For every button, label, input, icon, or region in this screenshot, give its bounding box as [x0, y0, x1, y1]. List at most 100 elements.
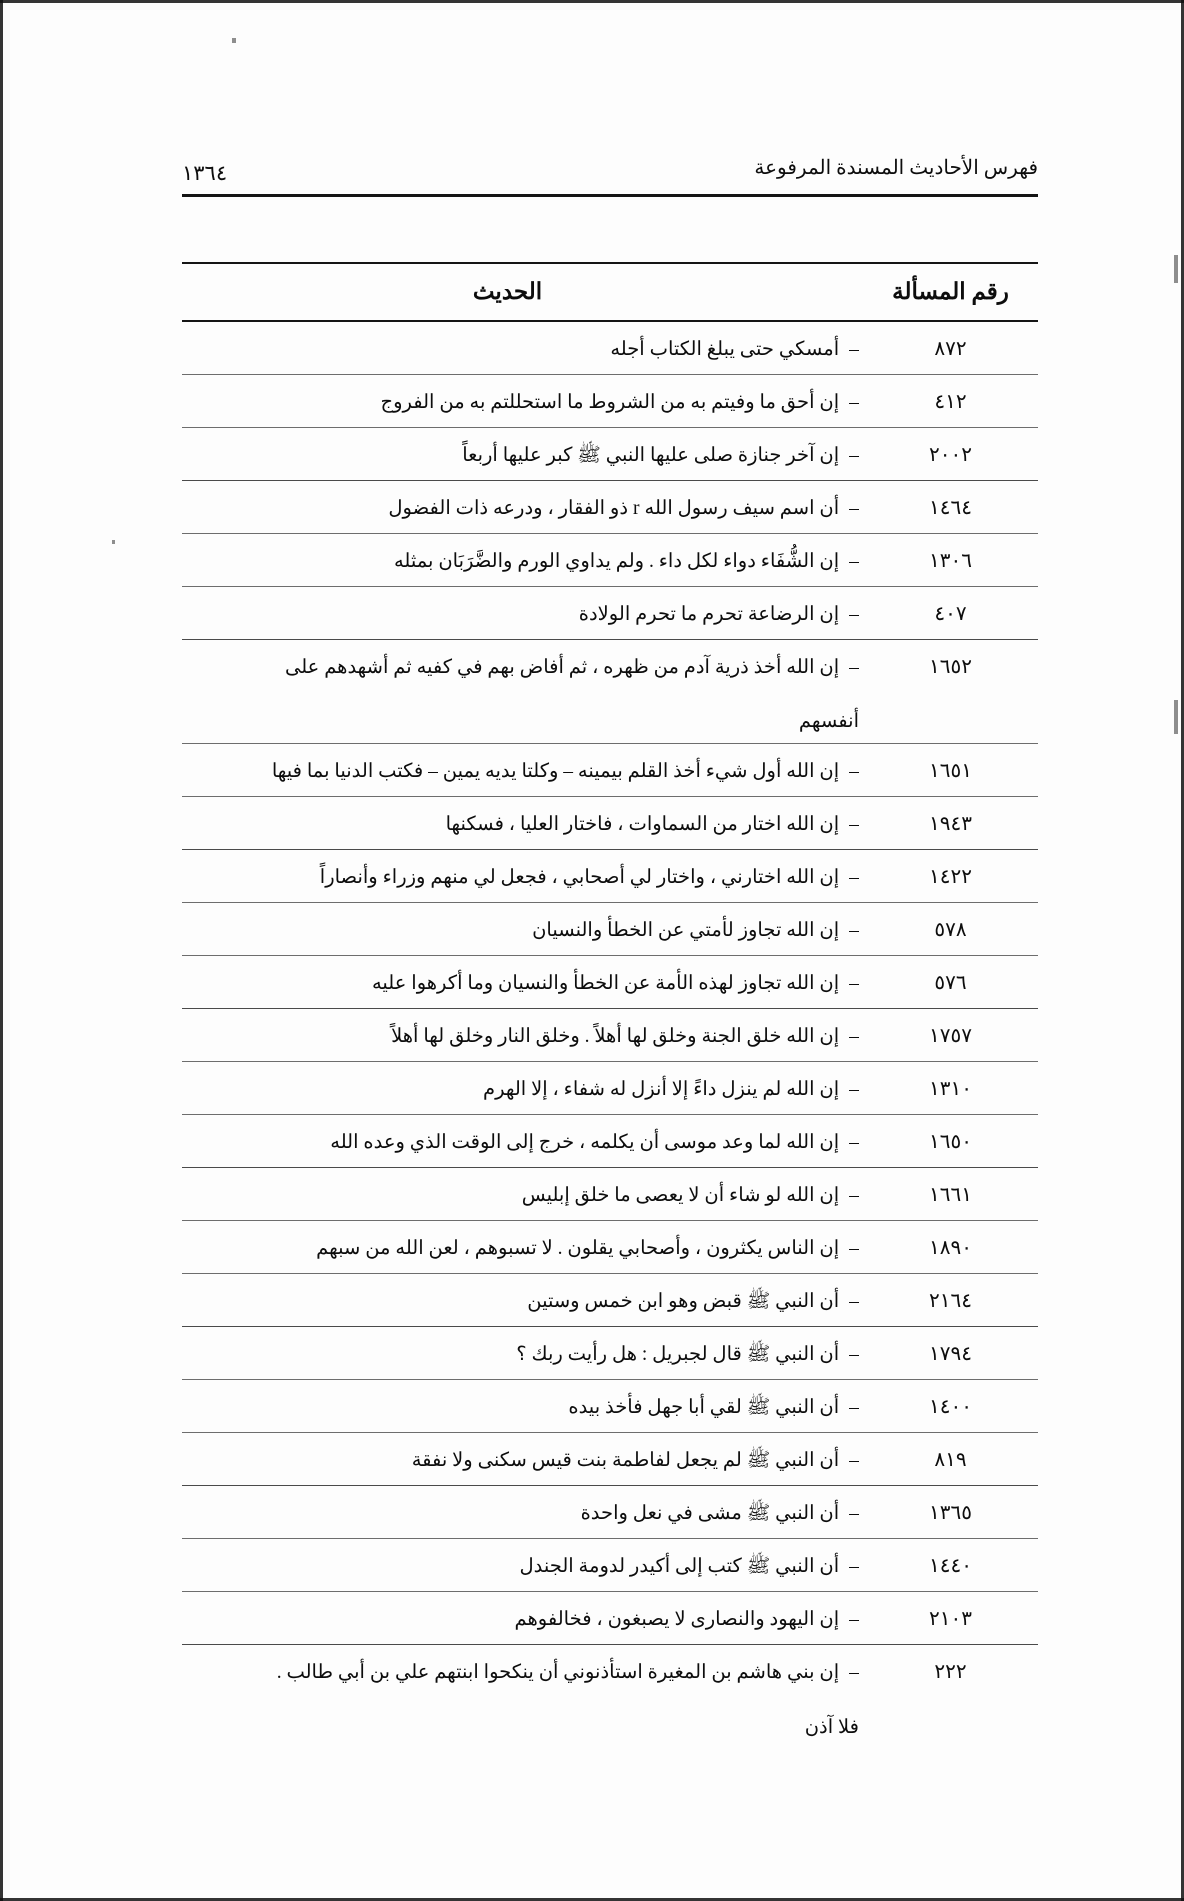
row-separator: [182, 1432, 1038, 1434]
cell-question-number: ١٦٦١: [929, 1184, 972, 1207]
row-separator: [182, 902, 1038, 904]
running-head: ١٣٦٤ فهرس الأحاديث المسندة المرفوعة: [182, 155, 1038, 189]
hadith-text: أن النبي ﷺ لم يجعل لفاطمة بنت قيس سكنى و…: [411, 1450, 840, 1472]
entry-dash-icon: –: [849, 1026, 859, 1048]
row-separator: [182, 1538, 1038, 1540]
row-separator: [182, 533, 1038, 534]
cell-question-number: ١٦٥١: [929, 760, 972, 783]
cell-hadith-text: –أن النبي ﷺ كتب إلى أكيدر لدومة الجندل: [182, 1539, 863, 1582]
row-separator: [182, 427, 1038, 428]
cell-hadith-text: –إن آخر جنازة صلى عليها النبي ﷺ كبر عليه…: [182, 428, 863, 471]
hadith-text: إن بني هاشم بن المغيرة استأذنوني أن ينكح…: [276, 1662, 840, 1684]
page-number: ١٣٦٤: [182, 161, 228, 185]
cell-hadith-text: –إن الله تجاوز لهذه الأمة عن الخطأ والنس…: [182, 956, 863, 999]
cell-question-number: ٤١٢: [934, 391, 967, 413]
entry-dash-icon: –: [849, 1079, 859, 1101]
hadith-text-continuation: فلا آذن: [804, 1716, 859, 1738]
cell-hadith-text: –إن الناس يكثرون ، وأصحابي يقلون . لا تس…: [182, 1221, 863, 1264]
cell-question-number: ١٩٤٣: [929, 813, 972, 836]
hadith-text: إن الله لو شاء أن لا يعصى ما خلق إبليس: [521, 1185, 840, 1207]
cell-question-number: ٨٧٢: [934, 338, 967, 360]
cell-question-number: ١٤٦٤: [929, 497, 972, 519]
scan-speck: [232, 38, 236, 43]
table-row: ٨١٩ –أن النبي ﷺ لم يجعل لفاطمة بنت قيس سك…: [182, 1433, 1038, 1485]
hadith-text: أن النبي ﷺ لقي أبا جهل فأخذ بيده: [568, 1397, 840, 1419]
row-separator: [182, 1220, 1038, 1222]
cell-question-number: ١٧٥٧: [929, 1025, 972, 1048]
cell-hadith-text: –إن اليهود والنصارى لا يصبغون ، فخالفوهم: [182, 1592, 863, 1635]
cell-hadith-text: –إن الله أخذ ذرية آدم من ظهره ، ثم أفاض …: [182, 640, 863, 743]
hadith-text: إن الناس يكثرون ، وأصحابي يقلون . لا تسب…: [316, 1238, 840, 1260]
cell-hadith-text: –أن النبي ﷺ لقي أبا جهل فأخذ بيده: [182, 1380, 863, 1423]
row-separator: [182, 480, 1038, 481]
table-row: ١٧٩٤ –أن النبي ﷺ قال لجبريل : هل رأيت ربك…: [182, 1327, 1038, 1379]
entry-dash-icon: –: [849, 604, 859, 625]
entry-dash-icon: –: [849, 761, 859, 783]
table-row: ١٤٢٢ –إن الله اختارني ، واختار لي أصحابي …: [182, 850, 1038, 902]
hadith-index-table: رقم المسألة الحديث ٨٧٢ –أمسكي حتى يبلغ ال…: [182, 262, 1038, 1749]
row-separator: [182, 1379, 1038, 1381]
cell-question-number: ٢٢٢: [934, 1661, 967, 1684]
cell-question-number: ٨١٩: [934, 1449, 967, 1472]
entry-dash-icon: –: [849, 339, 859, 360]
table-row: ١٣٦٥ –أن النبي ﷺ مشى في نعل واحدة: [182, 1486, 1038, 1538]
table-row: ٤١٢ –إن أحق ما وفيتم به من الشروط ما استح…: [182, 375, 1038, 427]
cell-question-number: ٤٠٧: [934, 603, 967, 625]
page-title: فهرس الأحاديث المسندة المرفوعة: [754, 157, 1038, 179]
hadith-text: إن الله لم ينزل داءً إلا أنزل له شفاء ، …: [483, 1079, 840, 1101]
row-separator: [182, 1167, 1038, 1169]
table-row: ١٦٥١ –إن الله أول شيء أخذ القلم بيمينه – …: [182, 744, 1038, 796]
column-header-number: رقم المسألة: [892, 279, 1009, 304]
hadith-text: إن الله لما وعد موسى أن يكلمه ، خرج إلى …: [330, 1132, 840, 1154]
entry-dash-icon: –: [849, 1662, 859, 1684]
table-row: ٤٠٧ –إن الرضاعة تحرم ما تحرم الولادة: [182, 587, 1038, 639]
hadith-text: إن الله أول شيء أخذ القلم بيمينه – وكلتا…: [271, 761, 840, 783]
entry-dash-icon: –: [849, 867, 859, 889]
row-separator: [182, 374, 1038, 375]
row-separator: [182, 1008, 1038, 1010]
cell-hadith-text: –إن أحق ما وفيتم به من الشروط ما استحللت…: [182, 375, 863, 418]
table-row: ١٧٥٧ –إن الله خلق الجنة وخلق لها أهلاً . …: [182, 1009, 1038, 1061]
table-row: ٢١٠٣ –إن اليهود والنصارى لا يصبغون ، فخال…: [182, 1592, 1038, 1644]
hadith-text: إن الله تجاوز لهذه الأمة عن الخطأ والنسي…: [371, 973, 840, 995]
entry-dash-icon: –: [849, 1238, 859, 1260]
entry-dash-icon: –: [849, 973, 859, 995]
table-row: ٢١٦٤ –أن النبي ﷺ قبض وهو ابن خمس وستين: [182, 1274, 1038, 1326]
row-separator: [182, 1644, 1038, 1646]
hadith-text: إن أحق ما وفيتم به من الشروط ما استحللتم…: [380, 392, 840, 413]
cell-question-number: ٥٧٨: [934, 919, 967, 942]
cell-hadith-text: –أن النبي ﷺ قال لجبريل : هل رأيت ربك ؟: [182, 1327, 863, 1370]
table-row: ١٣٠٦ –إن الشُّفَاء دواء لكل داء . ولم يدا…: [182, 534, 1038, 586]
hadith-text: إن آخر جنازة صلى عليها النبي ﷺ كبر عليها…: [462, 445, 840, 466]
cell-hadith-text: –إن الله خلق الجنة وخلق لها أهلاً . وخلق…: [182, 1009, 863, 1052]
table-row: ١٨٩٠ –إن الناس يكثرون ، وأصحابي يقلون . ل…: [182, 1221, 1038, 1273]
table-header-rule: [182, 320, 1038, 322]
hadith-text: إن الله اختار من السماوات ، فاختار العلي…: [445, 814, 840, 836]
hadith-text-continuation: أنفسهم: [798, 711, 859, 733]
entry-dash-icon: –: [849, 1556, 859, 1578]
cell-question-number: ٢١٦٤: [929, 1290, 972, 1313]
cell-hadith-text: –إن الرضاعة تحرم ما تحرم الولادة: [182, 587, 863, 630]
entry-dash-icon: –: [849, 1132, 859, 1154]
row-separator: [182, 1114, 1038, 1116]
cell-hadith-text: –إن الله تجاوز لأمتي عن الخطأ والنسيان: [182, 903, 863, 946]
hadith-text: أن النبي ﷺ مشى في نعل واحدة: [580, 1503, 840, 1525]
column-header-hadith: الحديث: [472, 279, 543, 304]
row-separator: [182, 1326, 1038, 1328]
hadith-text: إن الله اختارني ، واختار لي أصحابي ، فجع…: [319, 867, 840, 889]
table-row: ١٤٤٠ –أن النبي ﷺ كتب إلى أكيدر لدومة الجن…: [182, 1539, 1038, 1591]
cell-question-number: ١٤٠٠: [929, 1396, 972, 1419]
cell-question-number: ٢٠٠٢: [929, 444, 972, 466]
hadith-text: أن اسم سيف رسول الله r ذو الفقار ، ودرعه…: [388, 498, 840, 519]
cell-hadith-text: –إن الله لم ينزل داءً إلا أنزل له شفاء ،…: [182, 1062, 863, 1105]
entry-dash-icon: –: [849, 1291, 859, 1313]
cell-hadith-text: –أمسكي حتى يبلغ الكتاب أجله: [182, 322, 863, 365]
table-header-row: رقم المسألة الحديث: [182, 264, 1038, 320]
row-separator: [182, 1273, 1038, 1275]
scan-speck: [1174, 700, 1178, 734]
hadith-text: إن اليهود والنصارى لا يصبغون ، فخالفوهم: [514, 1609, 840, 1631]
row-separator: [182, 586, 1038, 587]
table-body: ٨٧٢ –أمسكي حتى يبلغ الكتاب أجله ٤١٢ –إن أحق…: [182, 322, 1038, 1749]
entry-dash-icon: –: [849, 1450, 859, 1472]
